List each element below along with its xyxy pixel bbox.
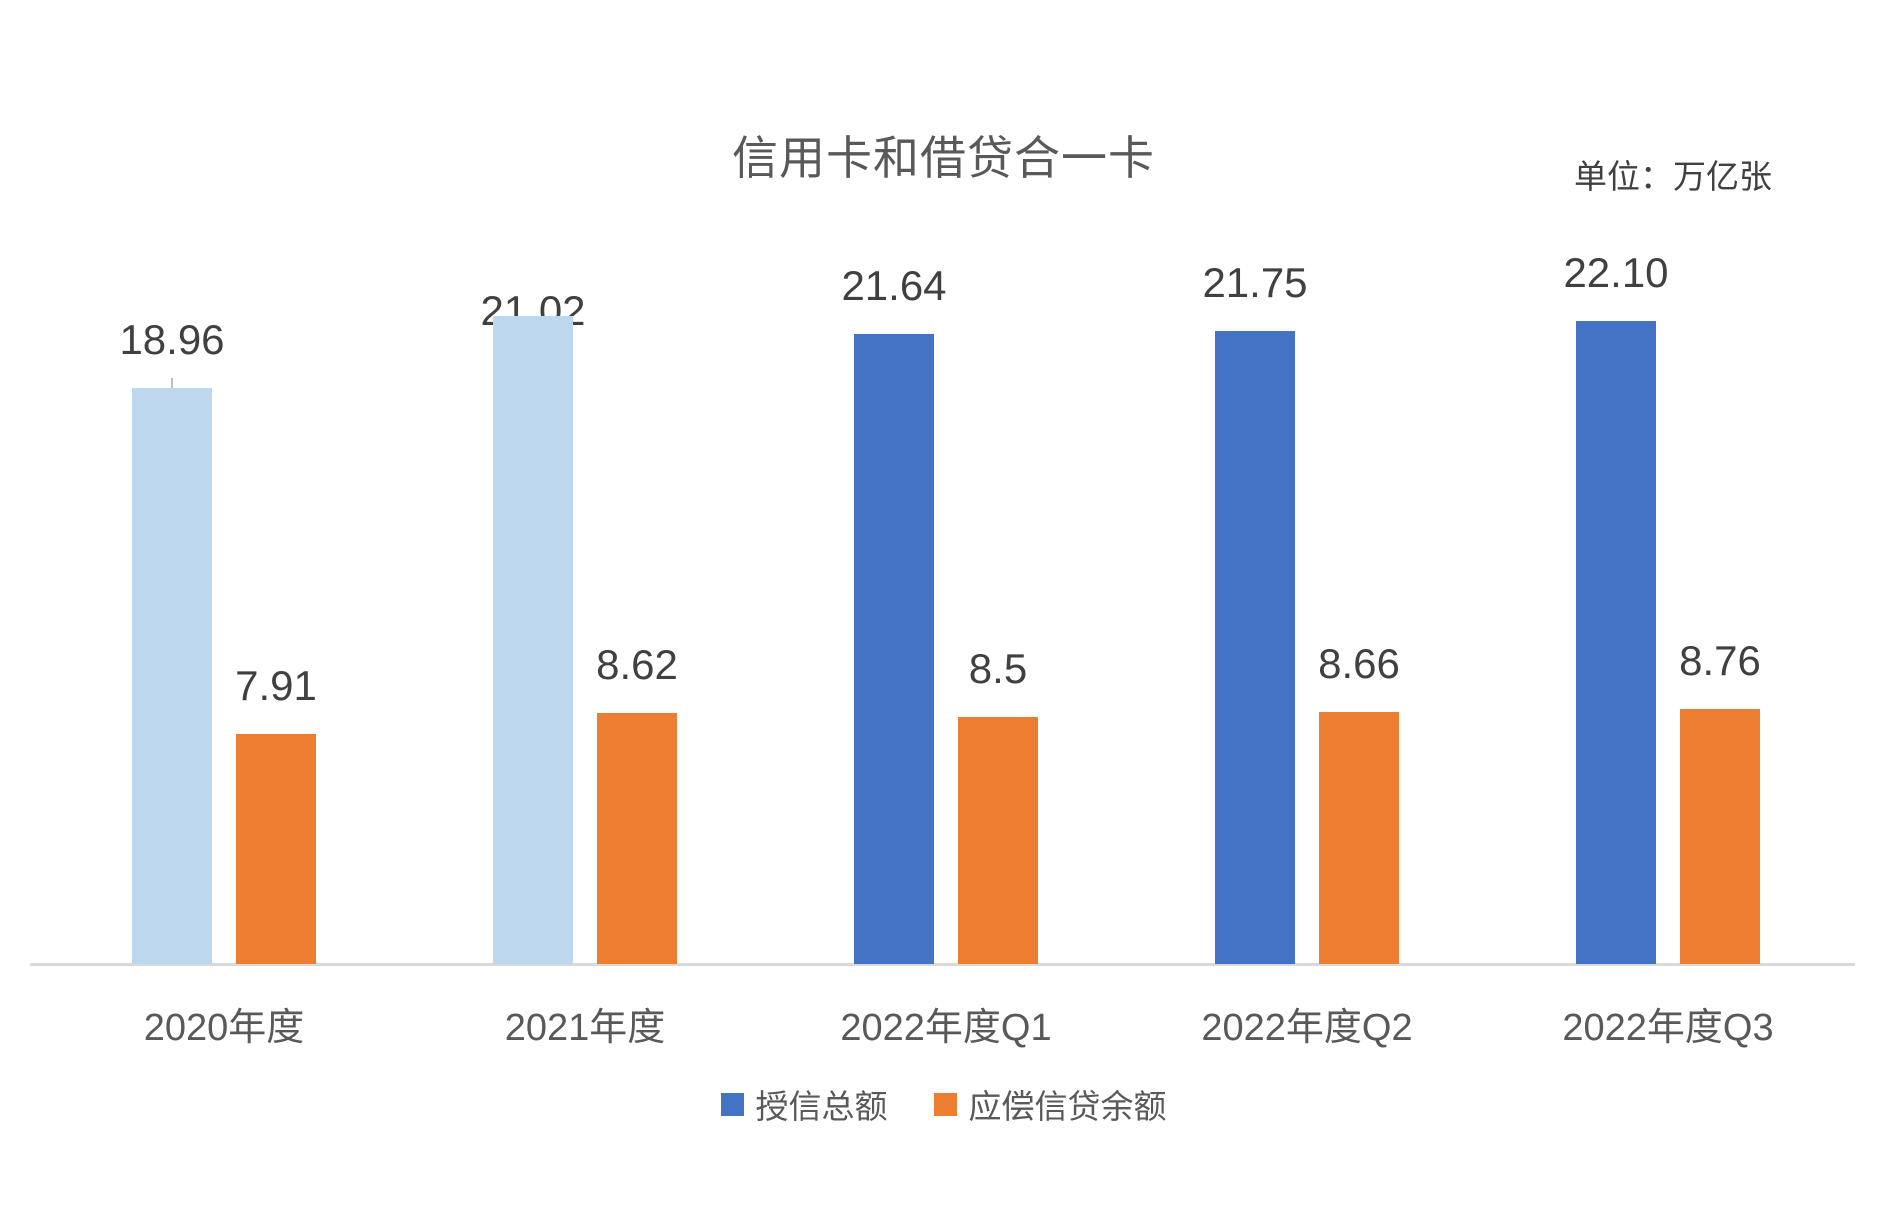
x-axis-label-3: 2022年度Q2 [1201, 1007, 1413, 1049]
value-label-credit-line-0: 18.96 [119, 316, 225, 363]
bar-credit-line-2 [854, 334, 934, 964]
bar-outstanding-balance-4 [1680, 709, 1760, 964]
legend: 授信总额 应偿信贷余额 [0, 1080, 1887, 1128]
bar-credit-line-4 [1576, 321, 1656, 964]
value-label-outstanding-balance-3: 8.66 [1318, 640, 1400, 687]
bar-credit-line-3 [1215, 331, 1295, 964]
legend-label-outstanding-balance: 应偿信贷余额 [968, 1088, 1167, 1125]
value-label-credit-line-4: 22.10 [1563, 249, 1669, 296]
x-axis-line [30, 963, 1855, 966]
bar-outstanding-balance-2 [958, 717, 1038, 964]
value-label-outstanding-balance-4: 8.76 [1679, 637, 1761, 684]
error-tick [171, 378, 173, 390]
legend-swatch-credit-line [720, 1092, 744, 1116]
legend-swatch-outstanding-balance [933, 1092, 957, 1116]
x-axis-label-4: 2022年度Q3 [1562, 1007, 1774, 1049]
x-axis-label-2: 2022年度Q1 [840, 1007, 1052, 1049]
legend-label-credit-line: 授信总额 [755, 1088, 888, 1125]
chart-title: 信用卡和借贷合一卡 [732, 132, 1155, 184]
bar-outstanding-balance-1 [597, 713, 677, 964]
value-label-credit-line-3: 21.75 [1202, 259, 1308, 306]
bar-outstanding-balance-0 [236, 734, 316, 964]
x-axis-label-0: 2020年度 [143, 1007, 305, 1049]
bar-credit-line-0 [132, 388, 212, 964]
unit-label: 单位：万亿张 [1574, 158, 1772, 195]
legend-item-credit-line: 授信总额 [720, 1080, 888, 1128]
bar-outstanding-balance-3 [1319, 712, 1399, 964]
value-label-outstanding-balance-1: 8.62 [596, 641, 678, 688]
value-label-outstanding-balance-0: 7.91 [235, 662, 317, 709]
x-axis-label-1: 2021年度 [504, 1007, 666, 1049]
value-label-outstanding-balance-2: 8.5 [968, 645, 1028, 692]
legend-item-outstanding-balance: 应偿信贷余额 [933, 1080, 1167, 1128]
value-label-credit-line-2: 21.64 [841, 262, 947, 309]
bar-credit-line-1 [493, 316, 573, 964]
